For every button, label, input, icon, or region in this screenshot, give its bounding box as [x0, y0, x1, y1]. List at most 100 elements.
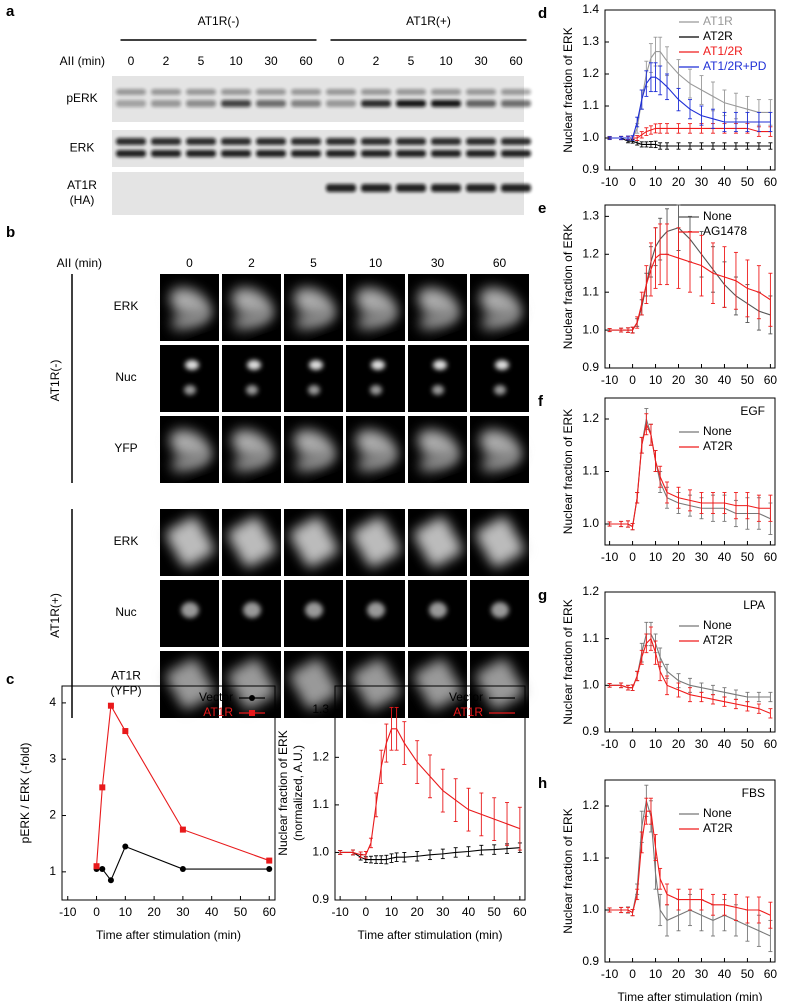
x-tick-label: 10 — [649, 967, 663, 981]
cell-signal — [480, 450, 520, 472]
x-tick-label: 50 — [741, 550, 755, 564]
legend-label: AT1R — [203, 705, 233, 719]
time-label: 0 — [186, 256, 193, 270]
panel-label: a — [6, 3, 15, 20]
band — [151, 89, 181, 95]
x-tick-label: 30 — [695, 373, 709, 387]
band — [466, 100, 496, 107]
legend-label: AT2R — [703, 821, 733, 835]
band — [501, 89, 531, 95]
band — [431, 100, 461, 107]
cell-signal — [476, 659, 524, 709]
cell-signal — [170, 450, 210, 472]
y-tick-label: 1.1 — [582, 464, 599, 478]
cell-signal — [166, 517, 214, 567]
x-tick-label: 10 — [385, 905, 399, 919]
y-tick-label: 1.0 — [582, 678, 599, 692]
x-tick-label: 20 — [147, 905, 161, 919]
y-tick-label: 1.1 — [312, 797, 329, 811]
x-tick-label: 0 — [629, 967, 636, 981]
time-label: 30 — [264, 54, 278, 68]
x-tick-label: 40 — [718, 737, 732, 751]
y-tick-label: 1.0 — [582, 130, 599, 144]
band — [291, 100, 321, 107]
annotation: EGF — [740, 404, 765, 418]
band — [221, 150, 251, 157]
nucleus — [309, 360, 323, 370]
series-line — [609, 422, 771, 528]
cell-signal — [414, 659, 462, 709]
legend-label: AT2R — [703, 439, 733, 453]
x-tick-label: 60 — [513, 905, 527, 919]
x-tick-label: 60 — [764, 175, 778, 189]
band — [326, 184, 356, 192]
band — [466, 150, 496, 157]
band — [501, 100, 531, 107]
blot-row-label: (HA) — [70, 193, 95, 207]
band — [326, 100, 356, 107]
x-tick-label: -10 — [601, 737, 619, 751]
y-axis-label: Nuclear fraction of ERK — [561, 224, 575, 349]
x-tick-label: 20 — [672, 737, 686, 751]
band — [431, 184, 461, 192]
blot-strip — [112, 172, 524, 215]
time-label: 2 — [248, 256, 255, 270]
cell-signal — [418, 450, 458, 472]
error-bar — [338, 850, 343, 855]
x-tick-label: 30 — [176, 905, 190, 919]
y-tick-label: 3 — [49, 751, 56, 765]
group-label: AT1R(+) — [48, 593, 62, 638]
nucleus — [432, 385, 444, 395]
x-tick-label: 50 — [234, 905, 248, 919]
time-label: 10 — [369, 256, 383, 270]
x-tick-label: 20 — [672, 967, 686, 981]
band — [501, 138, 531, 145]
band — [431, 138, 461, 145]
cell-signal — [476, 517, 524, 567]
panel-label: d — [538, 5, 547, 22]
nucleus — [367, 602, 385, 618]
time-label: 5 — [198, 54, 205, 68]
y-tick-label: 1.2 — [582, 246, 599, 260]
band — [256, 150, 286, 157]
image-row-label: AT1R — [111, 669, 141, 683]
x-tick-label: 0 — [629, 737, 636, 751]
y-tick-label: 1.0 — [582, 322, 599, 336]
marker — [266, 857, 273, 864]
x-axis-label: Time after stimulation (min) — [618, 990, 763, 1001]
group-label: AT1R(+) — [406, 14, 451, 28]
band — [221, 138, 251, 145]
error-bar — [517, 806, 522, 851]
marker — [107, 702, 114, 709]
marker — [107, 877, 114, 884]
y-tick-label: 0.9 — [582, 724, 599, 738]
cell-signal — [294, 450, 334, 472]
band — [116, 100, 146, 107]
x-tick-label: 10 — [649, 737, 663, 751]
band — [361, 89, 391, 95]
x-tick-label: 20 — [410, 905, 424, 919]
y-axis-label: Nuclear fraction of ERK — [561, 27, 575, 152]
x-tick-label: 30 — [695, 737, 709, 751]
nucleus — [371, 360, 385, 370]
x-tick-label: 0 — [93, 905, 100, 919]
band — [221, 100, 251, 107]
axes-frame — [604, 591, 776, 733]
y-tick-label: 4 — [49, 695, 56, 709]
axes-frame — [604, 779, 776, 963]
series-line — [609, 137, 771, 147]
x-tick-label: -10 — [601, 967, 619, 981]
x-tick-label: 40 — [205, 905, 219, 919]
x-tick-label: 50 — [741, 373, 755, 387]
group-label: AT1R(-) — [198, 14, 240, 28]
x-tick-label: 40 — [718, 967, 732, 981]
series-line — [340, 728, 521, 856]
x-axis-label: Time after stimulation (min) — [358, 928, 503, 942]
band — [151, 150, 181, 157]
band — [256, 100, 286, 107]
cell-signal — [290, 659, 338, 709]
nucleus — [433, 360, 447, 370]
x-tick-label: 40 — [718, 373, 732, 387]
y-tick-label: 0.9 — [312, 892, 329, 906]
